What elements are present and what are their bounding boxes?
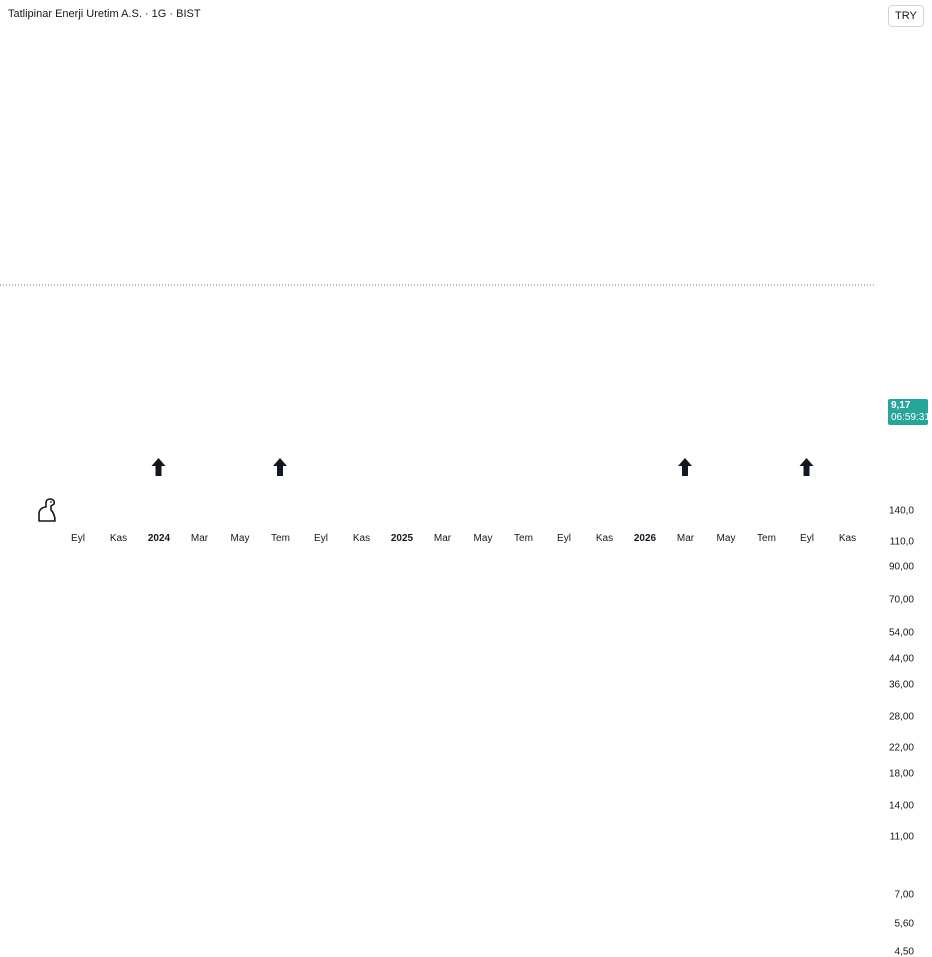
price-axis-tick: 70,00 <box>888 594 914 606</box>
price-axis-tick: 140,0 <box>888 505 914 517</box>
reference-lines <box>0 284 875 286</box>
time-axis-tick: May <box>473 533 493 544</box>
price-axis-tick: 18,00 <box>888 768 914 780</box>
time-axis-tick: Eyl <box>557 533 571 544</box>
up-arrow-shape <box>151 458 166 476</box>
time-axis-tick: Kas <box>838 533 857 544</box>
price-axis-tick: 54,00 <box>888 627 914 639</box>
price-axis-tick: 14,00 <box>888 800 914 812</box>
time-axis-tick: Mar <box>676 533 695 544</box>
time-axis-tick: Kas <box>352 533 371 544</box>
price-axis-tick: 4,50 <box>894 946 914 957</box>
time-axis-tick: Tem <box>757 533 776 544</box>
up-arrow-icon <box>799 458 814 476</box>
time-axis-tick: 2026 <box>633 533 657 544</box>
time-axis-tick: Tem <box>271 533 290 544</box>
price-axis-tick: 7,00 <box>894 889 914 901</box>
markers <box>151 458 814 476</box>
price-axis-tick: 28,00 <box>888 711 914 723</box>
time-axis-tick: 2025 <box>390 533 414 544</box>
up-arrow-shape <box>678 458 692 476</box>
dinosaur-icon[interactable] <box>36 497 58 528</box>
price-axis-tick: 22,00 <box>888 742 914 754</box>
up-arrow-icon <box>273 458 287 476</box>
time-axis-tick: Mar <box>433 533 452 544</box>
time-axis-tick: Kas <box>109 533 128 544</box>
symbol-title: Tatlipinar Enerji Uretim A.S. · 1G · BIS… <box>8 8 201 20</box>
time-axis-tick: Eyl <box>800 533 814 544</box>
price-axis-tick: 110,0 <box>889 536 914 548</box>
price-axis-tick: 36,00 <box>888 679 914 691</box>
price-axis-tick: 44,00 <box>888 653 914 665</box>
up-arrow-icon <box>151 458 166 476</box>
time-axis-tick: Tem <box>514 533 533 544</box>
price-axis-tick: 90,00 <box>888 561 914 573</box>
price-axis-tick: 5,60 <box>894 918 914 930</box>
up-arrow-shape <box>799 458 814 476</box>
time-axis-tick: May <box>230 533 250 544</box>
price-axis-tick: 11,00 <box>889 831 914 843</box>
up-arrow-icon <box>678 458 692 476</box>
time-axis-tick: 2024 <box>147 533 171 544</box>
up-arrow-shape <box>273 458 287 476</box>
time-axis-tick: Eyl <box>314 533 328 544</box>
time-axis-tick: Kas <box>595 533 614 544</box>
price-chart[interactable] <box>0 0 932 550</box>
time-axis-tick: Eyl <box>71 533 85 544</box>
last-price-tag: 9,17 06:59:31 <box>888 399 930 425</box>
currency-button[interactable]: TRY <box>888 5 924 27</box>
last-price: 9,17 <box>891 400 911 411</box>
time-axis-tick: Mar <box>190 533 209 544</box>
time-axis-tick: May <box>716 533 736 544</box>
bar-countdown: 06:59:31 <box>891 412 930 423</box>
